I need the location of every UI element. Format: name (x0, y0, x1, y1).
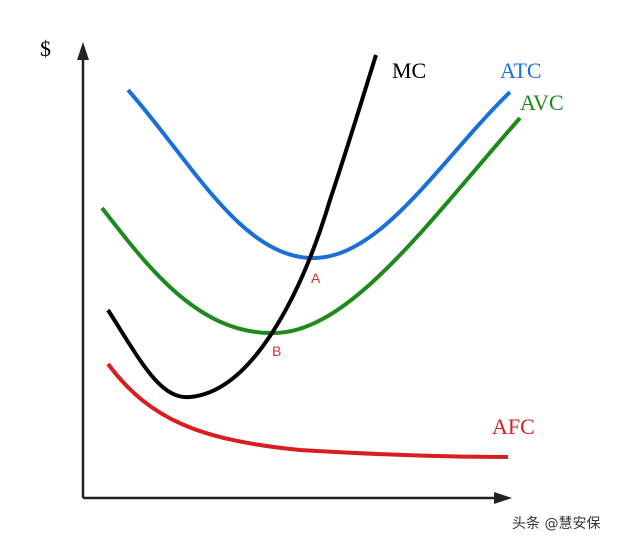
mc-curve (106, 54, 378, 400)
point-label: B (272, 343, 281, 359)
curve-label: MC (392, 58, 426, 83)
avc-curve (100, 116, 522, 336)
x-axis-arrow (494, 492, 512, 504)
curve-label: ATC (500, 58, 542, 83)
point-label: A (311, 270, 321, 286)
curve-label: AVC (520, 90, 564, 115)
afc-curve (106, 362, 509, 459)
watermark: 头条 @慧安保 (512, 515, 600, 532)
y-axis-arrow (77, 42, 89, 60)
y-axis-label: $ (40, 36, 51, 61)
curve-label: AFC (492, 414, 535, 439)
